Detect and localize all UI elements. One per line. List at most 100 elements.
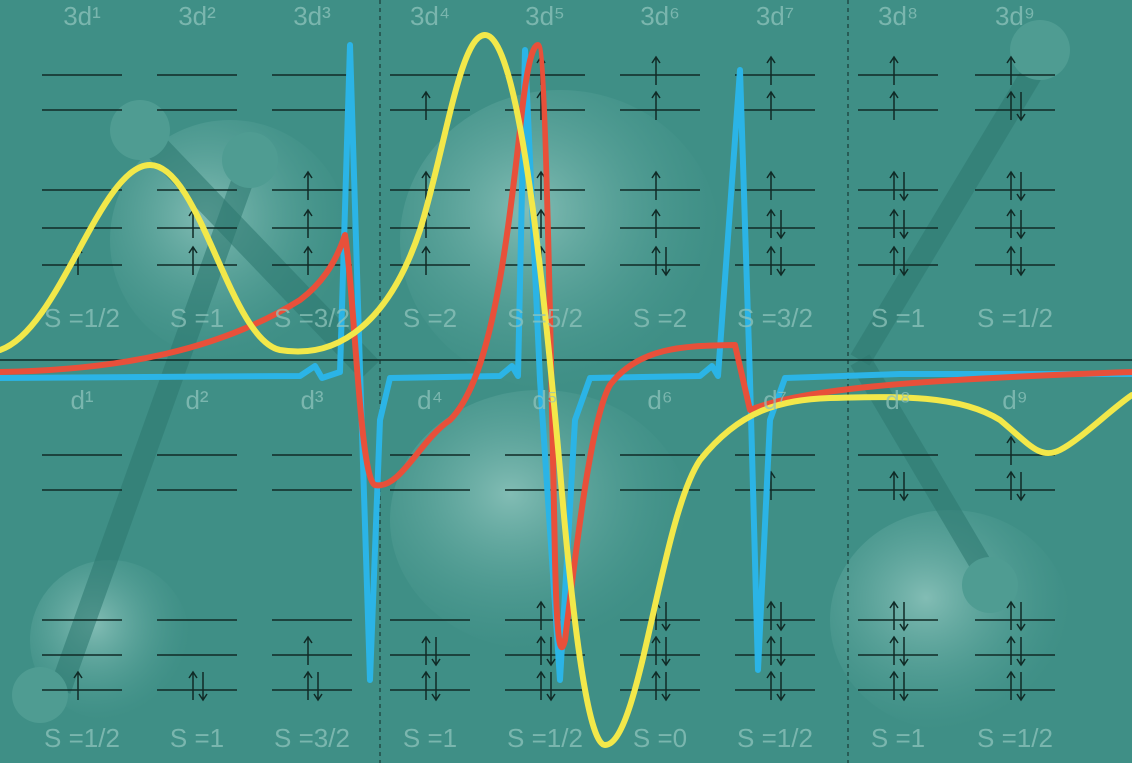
electron-arrow [899,602,909,632]
electron-arrow [421,90,431,120]
electron-arrow [546,672,556,702]
electron-arrow [1006,170,1016,200]
top-label: 3d⁹ [995,1,1035,31]
electron-arrow [889,208,899,238]
electron-arrow [661,672,671,702]
electron-arrow [1016,210,1026,240]
electron-arrow [661,602,671,632]
bottom-spin: S =1 [871,723,925,753]
electron-arrow [889,55,899,85]
top-spin: S =1/2 [44,303,120,333]
electron-arrow [421,635,431,665]
electron-arrow [899,637,909,667]
electron-arrow [421,170,431,200]
top-label: 3d⁵ [525,1,565,31]
bottom-label: d⁷ [763,385,787,415]
top-label: 3d² [178,1,216,31]
top-spin: S =5/2 [507,303,583,333]
electron-arrow [421,245,431,275]
electron-arrow [1006,435,1016,465]
electron-arrow [1006,470,1016,500]
electron-arrow [1006,600,1016,630]
electron-arrow [188,670,198,700]
bottom-spin: S =1/2 [507,723,583,753]
top-label: 3d⁶ [640,1,680,31]
bottom-label: d⁴ [417,385,443,415]
electron-arrow [188,245,198,275]
red-spectrum [0,42,1132,651]
electron-arrow [198,672,208,702]
top-label: 3d⁸ [878,1,918,31]
electron-arrow [899,210,909,240]
electron-arrow [651,90,661,120]
electron-arrow [536,670,546,700]
top-label: 3d⁷ [756,1,794,31]
top-label: 3d³ [293,1,331,31]
electron-arrow [776,672,786,702]
electron-arrow [899,247,909,277]
electron-arrow [303,670,313,700]
bottom-label: d⁵ [532,385,557,415]
bottom-label: d³ [300,385,323,415]
electron-arrow [776,247,786,277]
bottom-label: d⁶ [647,385,672,415]
top-label: 3d⁴ [410,1,450,31]
electron-arrow [1016,672,1026,702]
electron-arrow [1016,92,1026,122]
electron-arrow [661,247,671,277]
electron-arrow [889,245,899,275]
electron-arrow [889,670,899,700]
bottom-spin: S =1/2 [737,723,813,753]
electron-arrow [651,55,661,85]
bottom-spin: S =0 [633,723,687,753]
electron-arrow [1006,670,1016,700]
electron-arrow [1016,247,1026,277]
bottom-label: d⁸ [885,385,910,415]
electron-arrow [73,670,83,700]
electron-arrow [303,208,313,238]
electron-arrow [776,210,786,240]
electron-arrow [1016,602,1026,632]
electron-arrow [766,208,776,238]
bottom-spin: S =1/2 [977,723,1053,753]
electron-arrow [651,208,661,238]
electron-arrow [776,602,786,632]
electron-arrow [431,672,441,702]
electron-arrow [899,672,909,702]
electron-arrow [766,600,776,630]
electron-arrow [889,470,899,500]
electron-arrow [1006,208,1016,238]
electron-arrow [1016,637,1026,667]
electron-arrow [766,55,776,85]
top-spin: S =1 [871,303,925,333]
electron-arrow [899,472,909,502]
electron-arrow [546,637,556,667]
electron-arrow [536,635,546,665]
electron-arrow [1006,55,1016,85]
top-spin: S =2 [403,303,457,333]
electron-arrow [536,208,546,238]
top-spin: S =1 [170,303,224,333]
electron-arrow [313,672,323,702]
electron-arrow [889,90,899,120]
electron-arrow [1006,635,1016,665]
electron-arrow [651,635,661,665]
bottom-label: d¹ [70,385,93,415]
electron-arrow [1016,172,1026,202]
bottom-spin: S =3/2 [274,723,350,753]
electron-arrow [766,170,776,200]
top-spin: S =1/2 [977,303,1053,333]
bottom-label: d² [185,385,208,415]
electron-arrow [651,670,661,700]
electron-arrow [303,170,313,200]
top-spin: S =3/2 [737,303,813,333]
electron-arrow [1016,472,1026,502]
yellow-spectrum [0,32,1132,748]
electron-arrow [303,245,313,275]
electron-arrow [899,172,909,202]
electron-arrow [651,170,661,200]
electron-arrow [651,245,661,275]
electron-arrow [431,637,441,667]
electron-arrow [421,670,431,700]
